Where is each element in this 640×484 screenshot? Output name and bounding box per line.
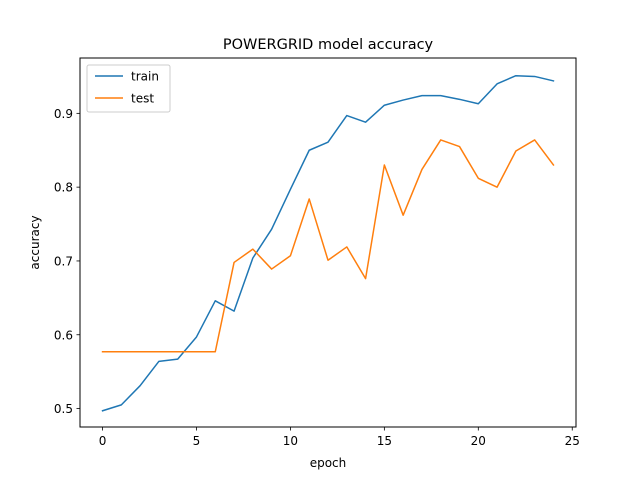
x-axis-ticks: 0 5 10 15 20 25 — [99, 427, 580, 448]
x-tick-label: 0 — [99, 434, 107, 448]
y-axis-label: accuracy — [28, 215, 42, 269]
series-layer — [101, 74, 555, 412]
legend-label-train: train — [131, 70, 159, 84]
x-tick-label: 5 — [193, 434, 201, 448]
chart-title: POWERGRID model accuracy — [223, 37, 434, 53]
series-line-test — [101, 139, 555, 353]
y-tick-label: 0.5 — [54, 402, 73, 416]
x-tick-label: 25 — [565, 434, 580, 448]
x-tick-label: 20 — [471, 434, 486, 448]
y-tick-label: 0.6 — [54, 328, 73, 342]
x-tick-label: 15 — [377, 434, 392, 448]
series-line-train — [101, 74, 555, 412]
y-tick-label: 0.7 — [54, 254, 73, 268]
y-tick-label: 0.9 — [54, 107, 73, 121]
plot-frame — [79, 57, 577, 428]
x-axis-label: epoch — [310, 456, 347, 470]
y-axis-ticks: 0.5 0.6 0.7 0.8 0.9 — [54, 107, 80, 416]
y-tick-label: 0.8 — [54, 181, 73, 195]
x-tick-label: 10 — [283, 434, 298, 448]
legend: train test — [86, 64, 171, 113]
legend-label-test: test — [131, 92, 154, 106]
